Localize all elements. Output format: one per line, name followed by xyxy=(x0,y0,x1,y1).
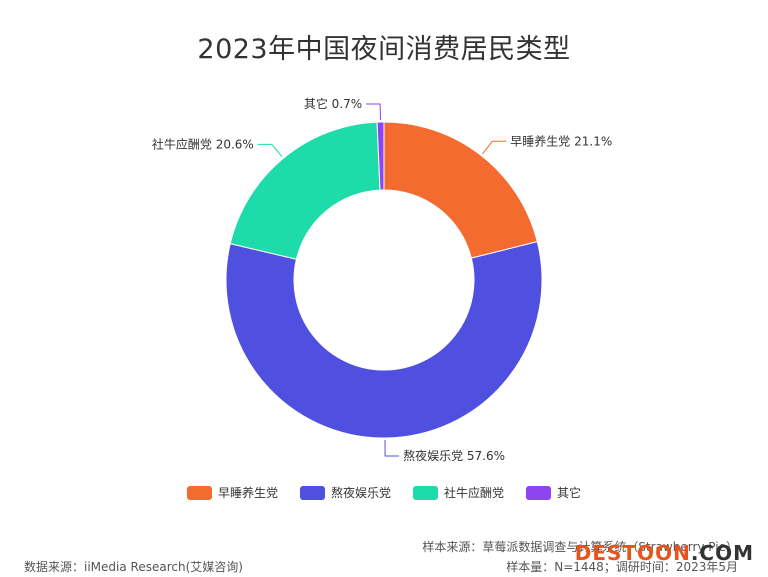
data-label: 熬夜娱乐党 57.6% xyxy=(403,448,505,463)
legend-item-social-entertaining[interactable]: 社牛应酬党 xyxy=(413,484,504,501)
slices-group xyxy=(225,121,543,439)
watermark-logo: DESTOON.COM xyxy=(575,541,754,565)
leader-line xyxy=(257,143,283,158)
slice-late-night-entertainment[interactable] xyxy=(225,241,543,439)
data-label: 社牛应酬党 20.6% xyxy=(152,136,254,151)
legend-label: 其它 xyxy=(557,486,582,500)
legend-label: 熬夜娱乐党 xyxy=(330,486,391,500)
legend-swatch xyxy=(413,485,438,500)
sample-source-note: 样本来源：草莓派数据调查与计算系统（Strawberry Pie） xyxy=(422,540,738,554)
chart-title: 2023年中国夜间消费居民类型 xyxy=(197,34,571,65)
slice-other[interactable] xyxy=(376,121,385,191)
watermark-part1: DESTOON xyxy=(574,541,691,565)
data-source-note: 数据来源：iiMedia Research(艾媒咨询) xyxy=(24,560,243,574)
legend-item-early-sleep[interactable]: 早睡养生党 xyxy=(186,484,278,501)
legend-swatch xyxy=(186,485,212,500)
leader-line xyxy=(366,103,381,121)
legend-label: 早睡养生党 xyxy=(217,486,278,500)
leader-line xyxy=(482,140,507,155)
legend-item-late-night-entertainment[interactable]: 熬夜娱乐党 xyxy=(299,484,391,501)
data-label: 早睡养生党 21.1% xyxy=(510,133,612,148)
leader-line xyxy=(384,439,400,457)
data-labels-group: 早睡养生党 21.1% 熬夜娱乐党 57.6% 社牛应酬党 20.6% 其它 0.7% xyxy=(152,96,612,463)
watermark-part2: .COM xyxy=(690,541,754,565)
slice-social-entertaining[interactable] xyxy=(229,121,381,260)
legend-label: 社牛应酬党 xyxy=(444,486,505,500)
legend-swatch xyxy=(526,485,552,500)
legend-swatch xyxy=(299,485,325,500)
legend: 早睡养生党 熬夜娱乐党 社牛应酬党 其它 xyxy=(0,484,768,501)
data-label: 其它 0.7% xyxy=(304,96,362,111)
legend-item-other[interactable]: 其它 xyxy=(526,484,581,501)
sample-size-note: 样本量：N=1448；调研时间：2023年5月 xyxy=(506,560,738,574)
